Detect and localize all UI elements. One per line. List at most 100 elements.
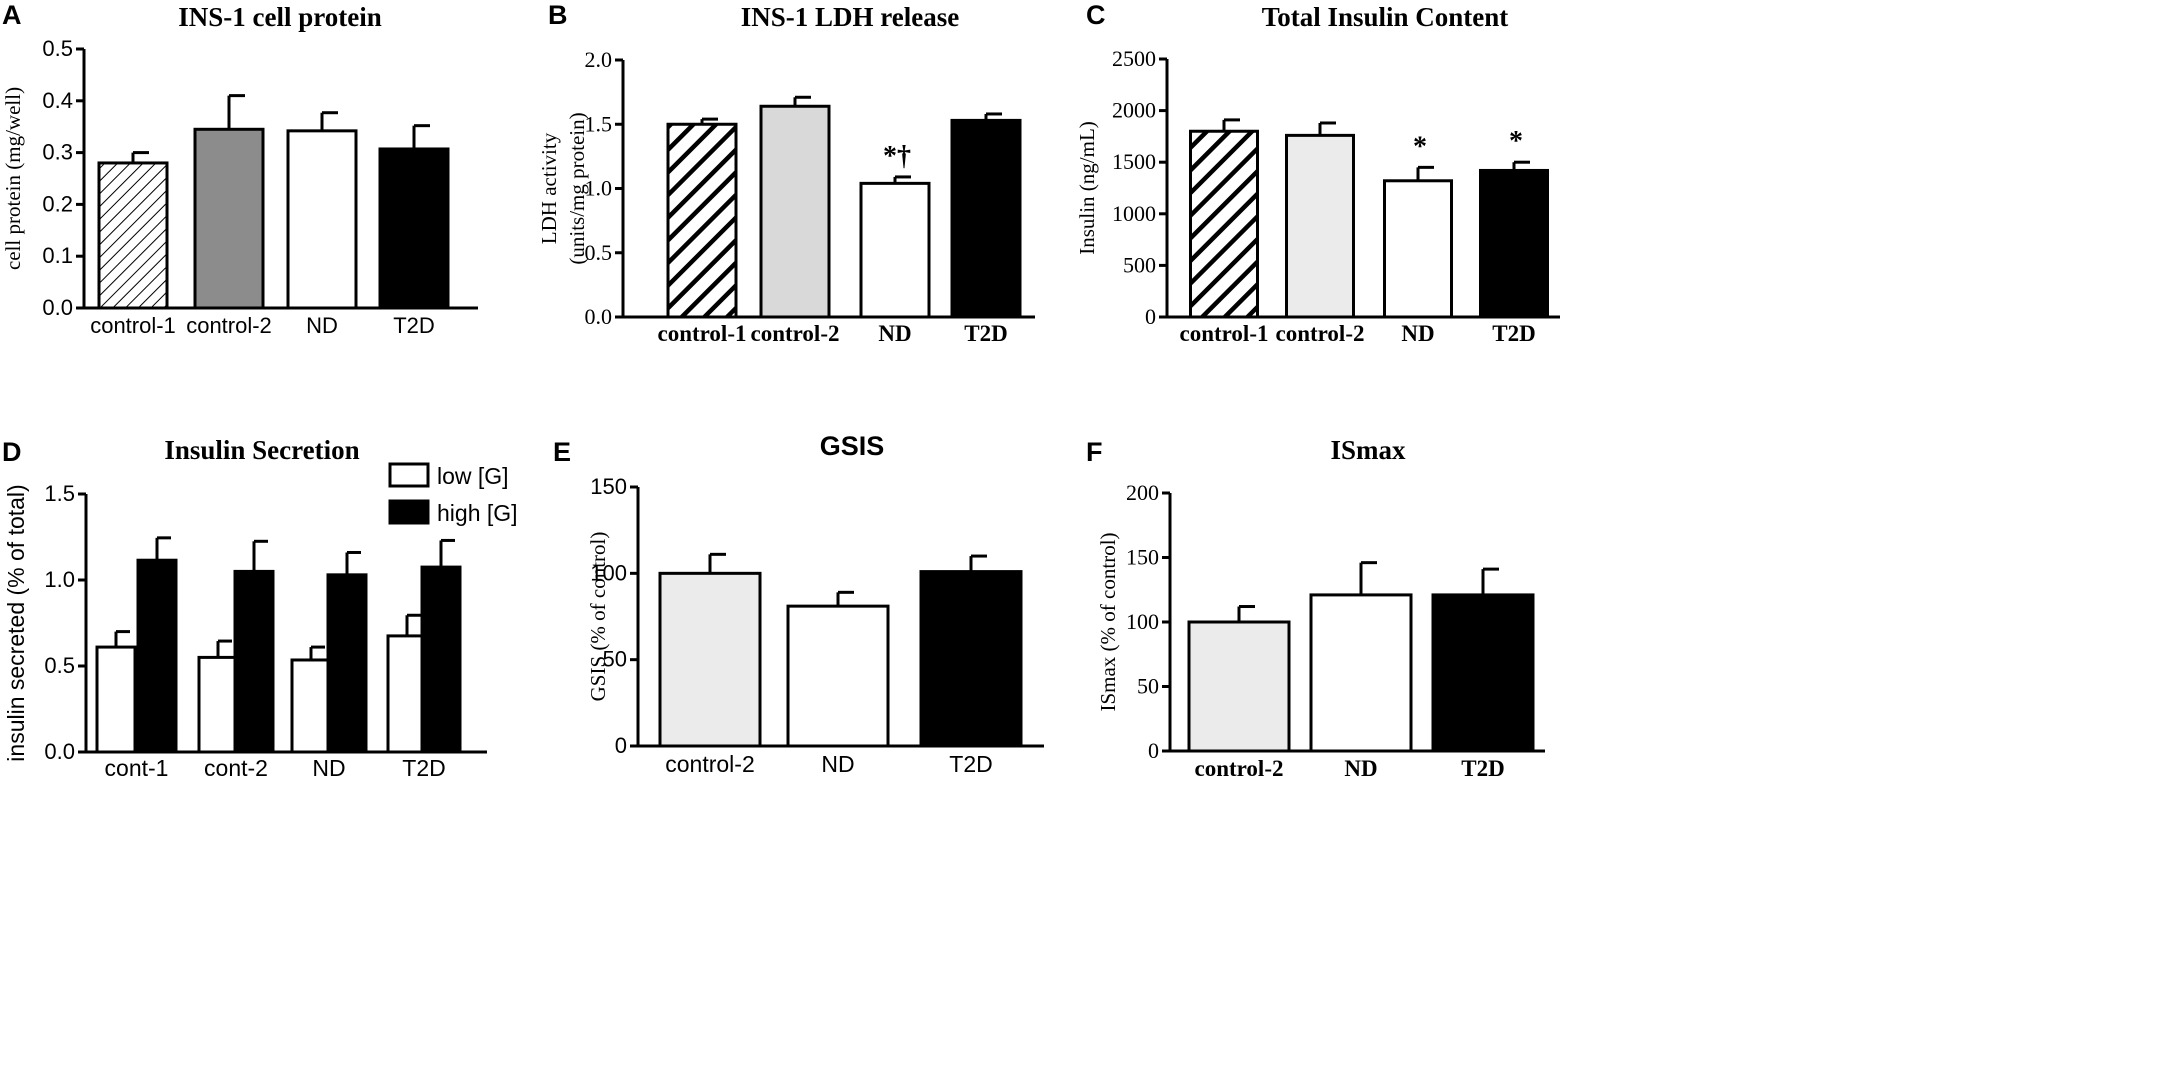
- x-category-label: ND: [821, 751, 854, 777]
- x-category-label: ND: [1401, 321, 1434, 346]
- y-tick-label: 1500: [1112, 149, 1156, 174]
- y-tick-label: 2000: [1112, 98, 1156, 123]
- bar-control-2: [193, 127, 265, 310]
- y-axis-label: insulin secreted (% of total): [3, 484, 29, 761]
- bar-control-1: [1189, 129, 1259, 319]
- bar-t2d: [919, 570, 1023, 748]
- bar-t2d: [1479, 168, 1549, 319]
- y-axis-label: GSIS (% of control): [586, 532, 610, 702]
- panel-a: A INS-1 cell protein 0.0 0.1 0.2 0.3 0.4 0.5 cel…: [1, 0, 478, 338]
- y-tick-label: 50: [603, 647, 627, 672]
- panel-letter: D: [2, 437, 22, 467]
- bar-nd: [1309, 593, 1413, 753]
- x-category-label: cont-1: [105, 755, 169, 781]
- y-tick-label: 200: [1126, 480, 1159, 505]
- chart-title: INS-1 LDH release: [741, 2, 959, 32]
- x-category-label: T2D: [1492, 321, 1535, 346]
- y-axis-label: ISmax (% of control): [1096, 532, 1120, 711]
- x-category-label: control-1: [657, 321, 746, 346]
- bar-control-1: [97, 161, 169, 310]
- y-tick-label: 1.5: [585, 111, 613, 136]
- chart-title: INS-1 cell protein: [178, 2, 382, 32]
- y-tick-label: 2.0: [585, 47, 613, 72]
- bar-high-nd: [326, 573, 368, 754]
- y-axis-label: LDH activity: [537, 132, 561, 244]
- y-tick-label: 0.0: [585, 304, 613, 329]
- x-category-label: control-2: [665, 751, 754, 777]
- y-tick-label: 0.5: [42, 36, 73, 61]
- x-category-label: control-2: [750, 321, 839, 346]
- chart-title: GSIS: [820, 431, 885, 461]
- bar-high-cont-2: [233, 569, 275, 754]
- y-tick-label: 0: [1148, 738, 1159, 763]
- legend-label: low [G]: [437, 463, 509, 489]
- chart-title: Total Insulin Content: [1262, 2, 1509, 32]
- y-tick-label: 150: [1126, 545, 1159, 570]
- chart-title: Insulin Secretion: [164, 435, 359, 465]
- y-tick-label: 1.0: [585, 176, 613, 201]
- y-tick-label: 50: [1137, 674, 1159, 699]
- y-tick-label: 100: [1126, 609, 1159, 634]
- panel-letter: E: [553, 437, 571, 467]
- bar-low-cont-2: [197, 655, 239, 754]
- panel-letter: F: [1086, 437, 1103, 467]
- bar-nd: [859, 181, 931, 319]
- panel-letter: A: [2, 0, 22, 30]
- x-category-label: control-1: [90, 313, 176, 338]
- bar-nd: [286, 129, 358, 310]
- y-tick-label: 100: [590, 560, 627, 585]
- y-tick-label: 0.0: [44, 739, 75, 764]
- bar-control-2: [1285, 133, 1355, 319]
- x-category-label: T2D: [393, 313, 435, 338]
- y-tick-label: 500: [1123, 252, 1156, 277]
- y-tick-label: 0.5: [585, 240, 613, 265]
- panel-letter: C: [1086, 0, 1106, 30]
- x-category-label: control-2: [1275, 321, 1364, 346]
- bar-t2d: [378, 147, 450, 310]
- panel-letter: B: [548, 0, 568, 30]
- bar-control-2: [1187, 620, 1291, 753]
- x-category-label: T2D: [949, 751, 992, 777]
- y-tick-label: 1.5: [44, 481, 75, 506]
- y-tick-label: 0: [1145, 304, 1156, 329]
- significance-marker: *†: [883, 141, 911, 172]
- significance-marker: *: [1413, 131, 1427, 162]
- y-tick-label: 0.3: [42, 140, 73, 165]
- y-tick-label: 150: [590, 474, 627, 499]
- y-tick-label: 0.0: [42, 295, 73, 320]
- bar-nd: [786, 604, 890, 748]
- significance-marker: *: [1509, 126, 1523, 157]
- legend-swatch: [388, 462, 430, 488]
- x-category-label: T2D: [964, 321, 1007, 346]
- bar-control-2: [658, 571, 762, 748]
- y-tick-label: 0.1: [42, 243, 73, 268]
- y-axis-label-line2: (units/mg protein): [565, 112, 589, 264]
- bar-nd: [1383, 179, 1453, 319]
- bar-t2d: [1431, 593, 1535, 753]
- panel-c: C Total Insulin Content 0 500 1000 1500 2000 25…: [1075, 0, 1560, 346]
- x-category-label: control-1: [1179, 321, 1268, 346]
- x-category-label: T2D: [402, 755, 445, 781]
- x-category-label: control-2: [1194, 756, 1283, 781]
- bar-low-t2d: [386, 634, 428, 754]
- x-category-label: ND: [312, 755, 345, 781]
- bar-control-2: [759, 104, 831, 319]
- panel-e: E GSIS 0 50 100 150 GSIS (% of control) control…: [553, 431, 1044, 777]
- x-category-label: cont-2: [204, 755, 268, 781]
- bar-t2d: [950, 118, 1022, 319]
- chart-title: ISmax: [1330, 435, 1406, 465]
- legend-swatch: [388, 499, 430, 525]
- y-tick-label: 0.2: [42, 191, 73, 216]
- bar-high-cont-1: [136, 558, 178, 754]
- x-category-label: ND: [306, 313, 338, 338]
- y-tick-label: 0.5: [44, 653, 75, 678]
- y-tick-label: 0: [615, 733, 627, 758]
- legend-label: high [G]: [437, 500, 518, 526]
- bar-low-nd: [290, 658, 332, 754]
- y-axis-label: cell protein (mg/well): [1, 87, 25, 270]
- y-axis-label: Insulin (ng/mL): [1075, 121, 1099, 255]
- panel-b: B INS-1 LDH release 0.0 0.5 1.0 1.5 2.0 LDH act…: [537, 0, 1035, 346]
- legend: low [G] high [G]: [388, 462, 518, 526]
- panel-d: D Insulin Secretion 0.0 0.5 1.0 1.5 insulin se…: [2, 435, 518, 781]
